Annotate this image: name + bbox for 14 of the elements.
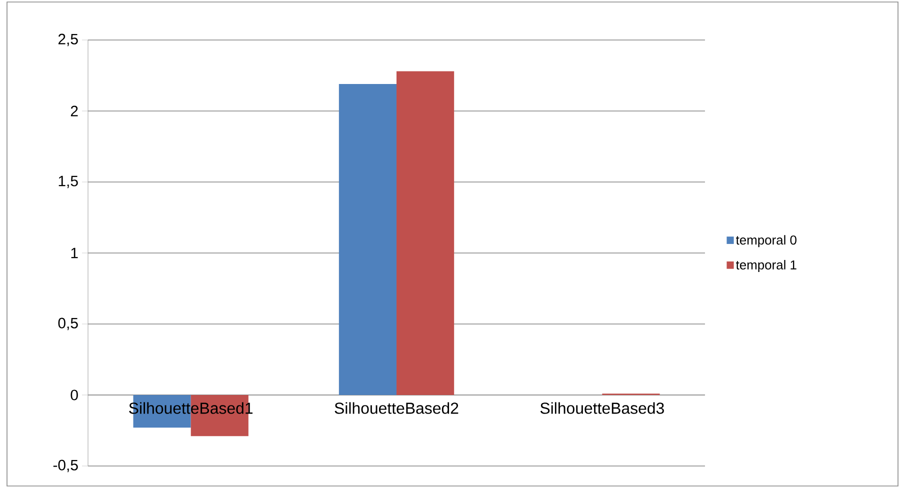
y-tick-label: 0 (70, 390, 78, 400)
bar (338, 84, 397, 395)
y-tick-label: 0,5 (58, 318, 78, 330)
y-tick-label: -0,5 (53, 460, 78, 472)
y-tick-label: 2 (70, 106, 78, 116)
legend-label: temporal 1 (736, 260, 796, 272)
y-tick-label: 2,5 (58, 34, 78, 46)
y-tick-label: 1,5 (58, 176, 78, 188)
x-tick-label: SilhouetteBased1 (129, 402, 253, 414)
x-tick-label: SilhouetteBased3 (540, 402, 664, 414)
legend-label: temporal 0 (736, 235, 796, 248)
bar (396, 71, 454, 395)
x-tick-label: SilhouetteBased2 (334, 402, 458, 414)
y-tick-label: 1 (71, 248, 78, 258)
